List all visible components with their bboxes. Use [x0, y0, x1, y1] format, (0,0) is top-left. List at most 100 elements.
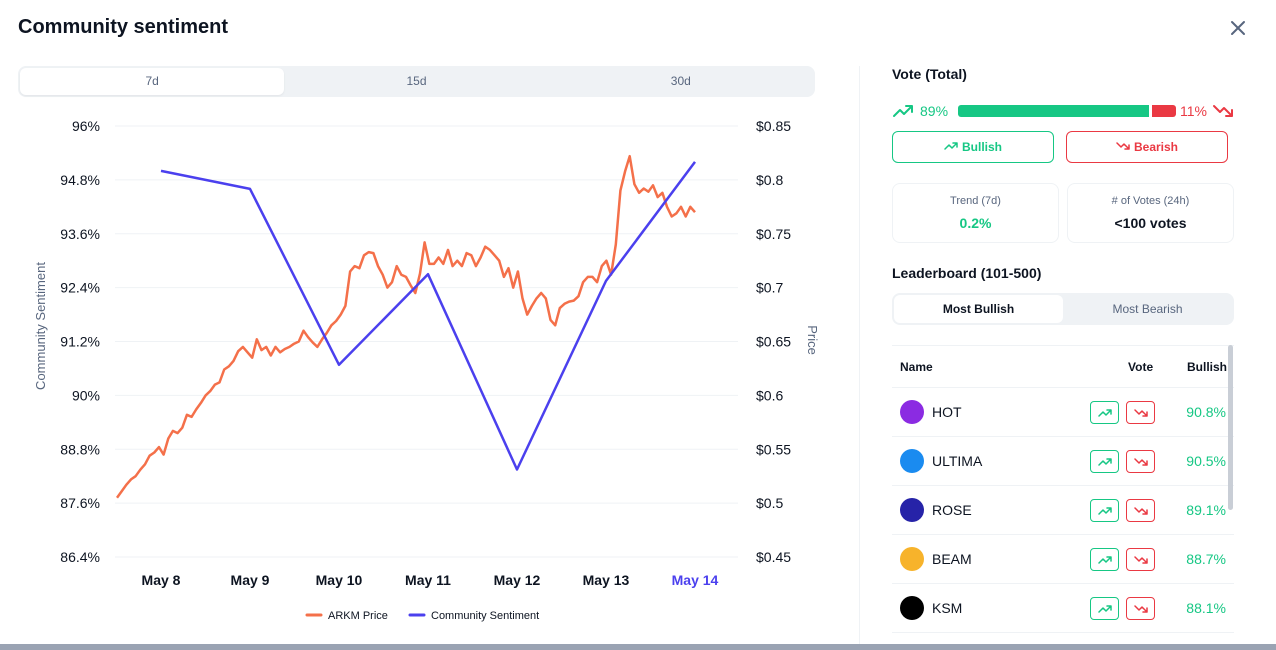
left-tick-label: 88.8% [60, 441, 100, 457]
left-tick-label: 86.4% [60, 549, 100, 565]
vote-bullish-button[interactable] [1090, 597, 1119, 620]
x-tick-label: May 10 [316, 572, 363, 588]
beam-coin-icon [900, 547, 924, 571]
modal-title: Community sentiment [18, 16, 229, 38]
trend-down-icon [1212, 101, 1234, 126]
close-icon[interactable] [1224, 14, 1252, 42]
trend-card: Trend (7d) 0.2% [892, 183, 1059, 243]
ultima-coin-icon [900, 449, 924, 473]
vote-bullish-button[interactable] [1090, 450, 1119, 473]
tab-most-bullish[interactable]: Most Bullish [894, 295, 1063, 323]
community-sentiment-line [160, 161, 697, 471]
bearish-bar [1152, 105, 1176, 117]
bullish-button[interactable]: Bullish [892, 131, 1054, 163]
column-name: Name [900, 360, 933, 374]
column-bullish: Bullish [1187, 360, 1228, 374]
right-tick-label: $0.7 [756, 280, 783, 296]
hot-coin-icon [900, 400, 924, 424]
right-tick-label: $0.55 [756, 441, 791, 457]
coin-bullish-percent: 88.7% [1186, 551, 1226, 567]
bearish-button[interactable]: Bearish [1066, 131, 1228, 163]
sentiment-chart: 96% $0.85 94.8% $0.8 93.6% $0.75 92.4% $0.7 91.2… [18, 108, 838, 638]
coin-bullish-percent: 88.1% [1186, 600, 1226, 616]
vote-bearish-button[interactable] [1126, 401, 1155, 424]
leaderboard-table: Name Vote Bullish HOT 90.8% ULTIMA 90.5% ROS… [892, 345, 1234, 633]
vote-bearish-button[interactable] [1126, 597, 1155, 620]
vote-bar-row: 89% 11% [892, 100, 1234, 122]
bullish-button-label: Bullish [961, 140, 1002, 154]
right-tick-label: $0.65 [756, 334, 791, 350]
left-tick-label: 94.8% [60, 172, 100, 188]
x-tick-label: May 13 [583, 572, 630, 588]
right-tick-label: $0.5 [756, 495, 783, 511]
page-bottom-edge [0, 644, 1276, 650]
tab-15d[interactable]: 15d [406, 74, 427, 88]
x-tick-label: May 9 [231, 572, 270, 588]
right-tick-label: $0.6 [756, 387, 783, 403]
vote-bullish-button[interactable] [1090, 499, 1119, 522]
left-tick-label: 90% [72, 387, 100, 403]
vote-title: Vote (Total) [892, 66, 967, 82]
coin-name: ULTIMA [932, 453, 983, 469]
vote-bullish-button[interactable] [1090, 548, 1119, 571]
left-axis-label: Community Sentiment [33, 262, 48, 390]
vote-bearish-button[interactable] [1126, 548, 1155, 571]
vote-bearish-button[interactable] [1126, 499, 1155, 522]
coin-name: HOT [932, 404, 962, 420]
coin-name: ROSE [932, 502, 972, 518]
votes-card: # of Votes (24h) <100 votes [1067, 183, 1234, 243]
trend-up-icon [944, 140, 958, 155]
coin-bullish-percent: 89.1% [1186, 502, 1226, 518]
x-tick-label: May 8 [142, 572, 181, 588]
left-tick-label: 87.6% [60, 495, 100, 511]
bearish-percent: 11% [1180, 103, 1207, 119]
table-row[interactable]: KSM 88.1% [892, 584, 1234, 633]
right-tick-label: $0.45 [756, 549, 791, 565]
column-vote: Vote [1128, 360, 1154, 374]
legend-price-label: ARKM Price [328, 610, 388, 622]
x-tick-label: May 14 [672, 572, 719, 588]
coin-bullish-percent: 90.5% [1186, 453, 1226, 469]
leaderboard-scrollbar[interactable] [1228, 345, 1233, 510]
right-axis-label: Price [805, 325, 820, 355]
x-tick-label: May 11 [405, 572, 451, 588]
ksm-coin-icon [900, 596, 924, 620]
tab-most-bearish[interactable]: Most Bearish [1112, 302, 1183, 316]
table-row[interactable]: ROSE 89.1% [892, 486, 1234, 535]
bullish-bar [958, 105, 1149, 117]
table-row[interactable]: BEAM 88.7% [892, 535, 1234, 584]
votes-value: <100 votes [1114, 215, 1187, 231]
leaderboard-tabs: Most Bullish Most Bearish [892, 293, 1234, 325]
x-tick-label: May 12 [494, 572, 541, 588]
trend-up-icon [892, 101, 914, 126]
left-tick-label: 96% [72, 118, 100, 134]
leaderboard-title: Leaderboard (101-500) [892, 265, 1042, 281]
right-tick-label: $0.85 [756, 118, 791, 134]
coin-bullish-percent: 90.8% [1186, 404, 1226, 420]
legend-sentiment-label: Community Sentiment [431, 610, 539, 622]
trend-down-icon [1116, 140, 1130, 155]
coin-name: KSM [932, 600, 963, 616]
table-row[interactable]: HOT 90.8% [892, 388, 1234, 437]
table-header: Name Vote Bullish [892, 345, 1234, 388]
tab-30d[interactable]: 30d [670, 74, 691, 88]
bullish-percent: 89% [920, 103, 949, 119]
bearish-button-label: Bearish [1133, 140, 1179, 154]
sentiment-chart-svg: 96% $0.85 94.8% $0.8 93.6% $0.75 92.4% $0.7 91.2… [33, 118, 820, 622]
table-row[interactable]: ULTIMA 90.5% [892, 437, 1234, 486]
period-tabs: 7d 15d 30d [18, 66, 815, 97]
vote-bullish-button[interactable] [1090, 401, 1119, 424]
right-tick-label: $0.8 [756, 172, 783, 188]
votes-label: # of Votes (24h) [1111, 195, 1190, 207]
rose-coin-icon [900, 498, 924, 522]
vote-bearish-button[interactable] [1126, 450, 1155, 473]
right-tick-label: $0.75 [756, 226, 791, 242]
left-tick-label: 93.6% [60, 226, 100, 242]
left-tick-label: 91.2% [60, 334, 100, 350]
coin-name: BEAM [932, 551, 972, 567]
arkm-price-line [115, 154, 696, 499]
left-tick-label: 92.4% [60, 280, 100, 296]
trend-value: 0.2% [959, 215, 992, 231]
panel-divider [859, 66, 860, 646]
tab-7d[interactable]: 7d [20, 68, 285, 95]
